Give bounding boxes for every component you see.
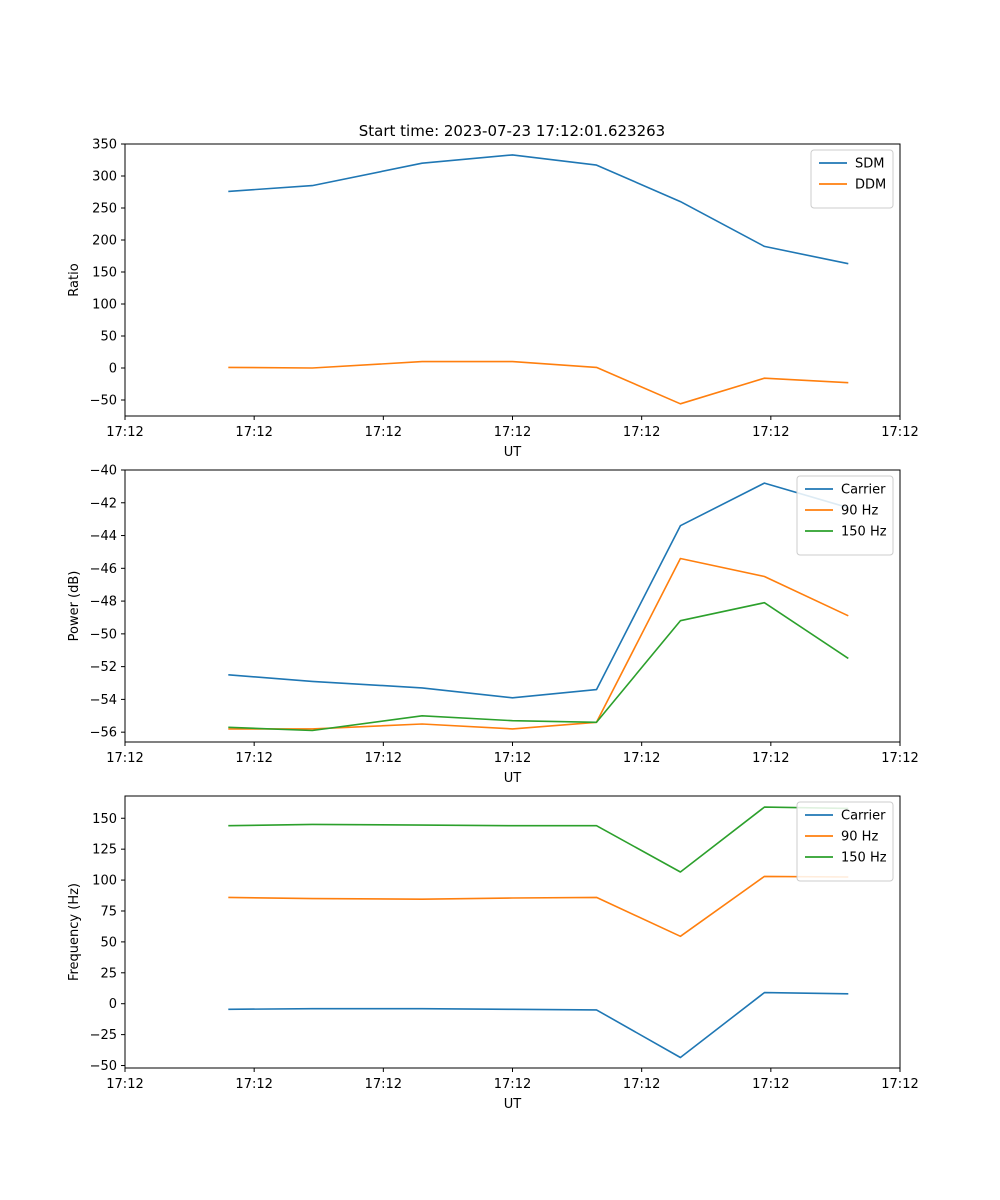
legend-label: DDM [855, 178, 886, 193]
legend-label: 90 Hz [841, 504, 878, 519]
legend-label: 150 Hz [841, 851, 887, 866]
y-tick-label: 50 [100, 330, 117, 345]
x-tick-label: 17:12 [881, 1077, 918, 1092]
y-tick-label: 0 [109, 997, 117, 1012]
series-line-carrier [228, 991, 849, 1059]
series-line-carrier [228, 482, 849, 699]
y-tick-label: 100 [92, 298, 117, 313]
x-tick-label: 17:12 [494, 751, 531, 766]
legend-box [796, 475, 894, 556]
series-line-90-hz [228, 875, 849, 938]
x-tick-label: 17:12 [623, 425, 660, 440]
y-tick-label: 0 [109, 362, 117, 377]
x-tick-label: 17:12 [494, 425, 531, 440]
y-tick-label: 150 [92, 266, 117, 281]
y-axis-label: Ratio [67, 263, 82, 296]
legend-label: Carrier [841, 809, 886, 824]
x-tick-label: 17:12 [106, 425, 143, 440]
legend-label: Carrier [841, 483, 886, 498]
y-tick-label: −25 [90, 1028, 117, 1043]
y-tick-label: −52 [90, 660, 117, 675]
y-tick-label: 75 [100, 904, 117, 919]
y-tick-label: 50 [100, 935, 117, 950]
y-tick-label: −42 [90, 496, 117, 511]
x-tick-label: 17:12 [106, 1077, 143, 1092]
x-tick-label: 17:12 [106, 751, 143, 766]
y-tick-label: −44 [90, 529, 117, 544]
subplot-3: 17:12 17:12 17:12 17:12 17:12 17:12 17:12 −50 −2… [67, 795, 919, 1112]
series-line-sdm [228, 154, 849, 265]
x-axis-label: UT [504, 445, 522, 460]
y-tick-label: 300 [92, 170, 117, 185]
y-tick-label: −48 [90, 595, 117, 610]
x-tick-label: 17:12 [752, 1077, 789, 1092]
y-tick-label: −40 [90, 464, 117, 479]
x-axis-label: UT [504, 771, 522, 786]
x-tick-label: 17:12 [494, 1077, 531, 1092]
x-tick-label: 17:12 [365, 751, 402, 766]
series-line-150-hz [228, 806, 849, 873]
series-line-ddm [228, 360, 849, 405]
y-axis-label: Power (dB) [67, 571, 82, 642]
legend-label: 90 Hz [841, 830, 878, 845]
x-tick-label: 17:12 [365, 1077, 402, 1092]
legend: Carrier 90 Hz 150 Hz [796, 801, 894, 882]
y-tick-label: 200 [92, 234, 117, 249]
y-tick-label: −54 [90, 693, 117, 708]
chart-title: Start time: 2023-07-23 17:12:01.623263 [359, 122, 665, 140]
y-tick-label: 150 [92, 812, 117, 827]
y-tick-label: 25 [100, 966, 117, 981]
subplot-1: 17:12 17:12 17:12 17:12 17:12 17:12 17:12 −50 0 5… [67, 138, 919, 461]
legend-box [810, 149, 894, 209]
x-tick-label: 17:12 [235, 425, 272, 440]
y-tick-label: 350 [92, 138, 117, 153]
legend-box [796, 801, 894, 882]
y-tick-label: −50 [90, 627, 117, 642]
x-tick-label: 17:12 [623, 1077, 660, 1092]
subplot-2: 17:12 17:12 17:12 17:12 17:12 17:12 17:12 −56 −5… [67, 464, 919, 787]
y-axis-label: Frequency (Hz) [67, 883, 82, 981]
legend: SDM DDM [810, 149, 894, 209]
y-tick-label: −50 [90, 1059, 117, 1074]
y-tick-label: 250 [92, 202, 117, 217]
x-tick-label: 17:12 [752, 751, 789, 766]
x-tick-label: 17:12 [881, 751, 918, 766]
y-tick-label: −56 [90, 726, 117, 741]
x-tick-label: 17:12 [623, 751, 660, 766]
legend: Carrier 90 Hz 150 Hz [796, 475, 894, 556]
x-tick-label: 17:12 [881, 425, 918, 440]
x-tick-label: 17:12 [752, 425, 789, 440]
x-axis-label: UT [504, 1097, 522, 1112]
y-tick-label: −50 [90, 394, 117, 409]
y-tick-label: −46 [90, 562, 117, 577]
x-tick-label: 17:12 [365, 425, 402, 440]
legend-label: 150 Hz [841, 525, 887, 540]
series-line-150-hz [228, 601, 849, 732]
x-tick-label: 17:12 [235, 1077, 272, 1092]
legend-label: SDM [855, 157, 884, 172]
y-tick-label: 100 [92, 874, 117, 889]
y-tick-label: 125 [92, 843, 117, 858]
x-tick-label: 17:12 [235, 751, 272, 766]
